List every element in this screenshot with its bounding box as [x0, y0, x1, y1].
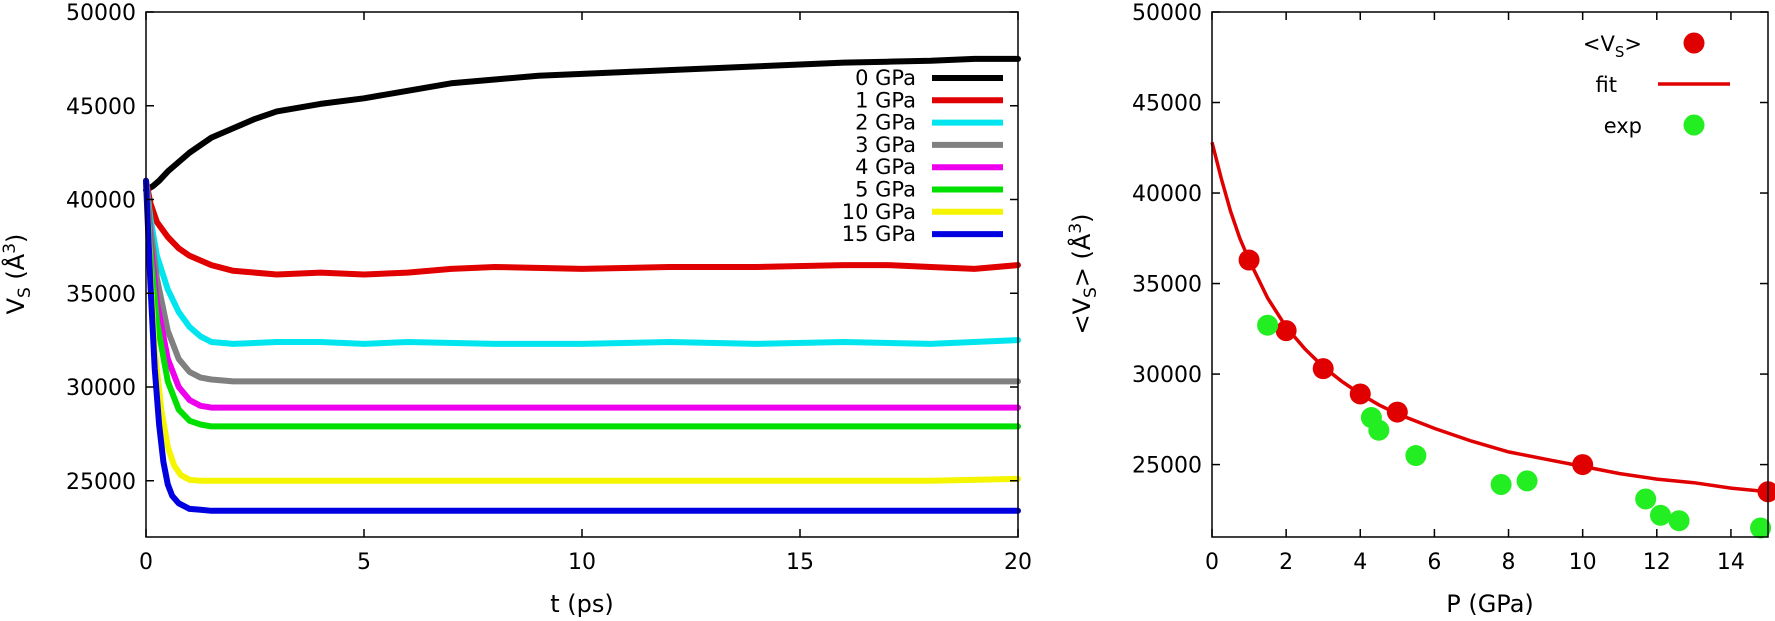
series-line-3-gpa	[143, 177, 1021, 385]
right-y-tick-label: 25000	[1132, 454, 1202, 479]
left-y-tick-label: 40000	[66, 189, 136, 214]
left-y-tick-label: 50000	[66, 1, 136, 26]
series-line-0-gpa	[143, 55, 1021, 194]
left-y-axis-label: VS (Å3)	[0, 234, 35, 315]
left-tick-group: 0 5 10 15 20 25000 30000 35000 40000 45000 50000	[66, 1, 1032, 575]
right-x-tick-label: 0	[1205, 550, 1219, 575]
left-x-tick-label: 5	[357, 550, 371, 575]
exp-point	[1750, 517, 1772, 539]
series-line-15-gpa	[143, 177, 1021, 514]
right-x-tick-label: 8	[1502, 550, 1516, 575]
legend-label: <VS>	[1583, 32, 1642, 61]
right-x-tick-label: 10	[1569, 550, 1597, 575]
left-x-tick-label: 20	[1004, 550, 1032, 575]
exp-point	[1516, 470, 1538, 492]
left-y-tick-label: 45000	[66, 95, 136, 120]
right-y-tick-label: 50000	[1132, 1, 1202, 26]
right-y-tick-label: 30000	[1132, 363, 1202, 388]
right-x-tick-label: 12	[1643, 550, 1671, 575]
exp-point	[1368, 419, 1390, 441]
vs-point	[1572, 454, 1594, 476]
left-x-tick-label: 15	[786, 550, 814, 575]
legend-label: 5 GPa	[855, 178, 916, 202]
right-tick-group: 0 2 4 6 8 10 12 14 25000 30000 35000 40000 45000 5000…	[1132, 1, 1768, 575]
series-line-4-gpa	[143, 177, 1021, 411]
vs-point	[1386, 401, 1408, 423]
right-legend: <VS> fit exp	[1583, 32, 1730, 138]
exp-point	[1405, 445, 1427, 467]
left-x-tick-label: 0	[139, 550, 153, 575]
fit-curve	[1210, 141, 1769, 494]
left-x-tick-label: 10	[568, 550, 596, 575]
left-chart: 0 5 10 15 20 25000 30000 35000 40000 45000 50000 0…	[0, 1, 1032, 618]
right-series-group	[1210, 141, 1775, 539]
legend-swatch	[1683, 32, 1705, 54]
exp-point	[1257, 314, 1279, 336]
legend-label: 4 GPa	[855, 155, 916, 179]
right-plot-frame	[1211, 11, 1769, 538]
legend-label: 10 GPa	[842, 200, 916, 224]
legend-label: 3 GPa	[855, 133, 916, 157]
vs-point	[1757, 481, 1775, 503]
legend-swatch	[1683, 114, 1705, 136]
right-x-tick-label: 2	[1279, 550, 1293, 575]
vs-point	[1238, 249, 1260, 271]
left-y-tick-label: 25000	[66, 470, 136, 495]
exp-point	[1650, 504, 1672, 526]
right-y-tick-label: 45000	[1132, 92, 1202, 117]
series-line-2-gpa	[143, 177, 1021, 347]
left-y-tick-label: 35000	[66, 282, 136, 307]
exp-point	[1635, 488, 1657, 510]
series-line-10-gpa	[143, 177, 1021, 484]
left-x-axis-label: t (ps)	[550, 590, 614, 618]
legend-label: 15 GPa	[842, 222, 916, 246]
right-x-axis-label: P (GPa)	[1446, 590, 1534, 618]
vs-point	[1275, 320, 1297, 342]
right-x-tick-label: 14	[1717, 550, 1745, 575]
vs-point	[1349, 383, 1371, 405]
right-y-axis-label: <VS> (Å3)	[1066, 213, 1101, 334]
exp-point	[1490, 474, 1512, 495]
left-y-tick-label: 30000	[66, 376, 136, 401]
right-x-tick-label: 6	[1427, 550, 1441, 575]
exp-point	[1668, 510, 1690, 532]
left-series-group	[143, 55, 1021, 514]
right-y-tick-label: 35000	[1132, 273, 1202, 298]
legend-label: 1 GPa	[855, 88, 916, 112]
legend-label: 0 GPa	[855, 66, 916, 90]
right-x-tick-label: 4	[1353, 550, 1367, 575]
legend-label: 2 GPa	[855, 111, 916, 135]
series-line-1-gpa	[143, 177, 1021, 278]
series-line-5-gpa	[143, 177, 1021, 430]
legend-label: fit	[1596, 73, 1617, 97]
vs-point	[1312, 358, 1334, 380]
right-y-tick-label: 40000	[1132, 182, 1202, 207]
right-chart: 0 2 4 6 8 10 12 14 25000 30000 35000 40000 45000 5000…	[1066, 1, 1775, 618]
legend-label: exp	[1604, 114, 1642, 138]
